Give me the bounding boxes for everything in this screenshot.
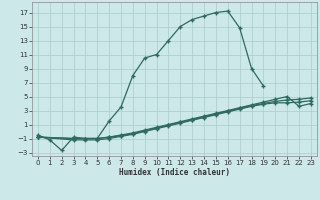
X-axis label: Humidex (Indice chaleur): Humidex (Indice chaleur) bbox=[119, 168, 230, 177]
